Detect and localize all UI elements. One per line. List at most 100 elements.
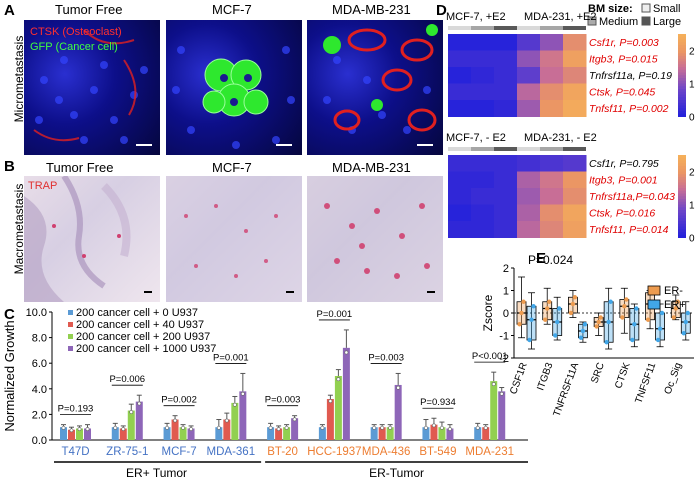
data-point: [655, 337, 661, 343]
colorbar-tick-label: 1: [689, 80, 695, 91]
legend-label: 200 cancer cell + 0 U937: [76, 307, 198, 319]
panel-b-letter: B: [4, 158, 15, 175]
legend-label: Small: [653, 3, 681, 15]
data-point: [173, 418, 177, 423]
colorbar-segment: [678, 91, 686, 95]
heatmap-cell: [494, 155, 518, 172]
data-point: [580, 328, 586, 334]
data-point: [372, 425, 377, 430]
colorbar-segment: [678, 226, 686, 230]
colorbar-segment: [678, 39, 686, 43]
data-point: [388, 425, 393, 430]
colorbar-segment: [678, 61, 686, 65]
panel-a-title-2: MCF-7: [212, 2, 252, 17]
p-value-label: P=0.002: [161, 395, 197, 406]
bar: [430, 424, 438, 440]
size-indicator: [540, 26, 563, 30]
box: [655, 312, 665, 341]
y-tick-label: 10.0: [26, 307, 47, 319]
colorbar-tick-label: 2: [689, 47, 695, 58]
colorbar-segment: [678, 221, 686, 225]
heatmap-cell: [494, 100, 518, 117]
heatmap-row-label: Tnfrsf11a,P=0.043: [589, 191, 675, 203]
y-axis-label: Normalized Growth: [2, 320, 17, 431]
colorbar-segment: [678, 215, 686, 219]
bar: [498, 391, 506, 440]
size-indicator: [563, 147, 586, 151]
colorbar-segment: [678, 69, 686, 73]
data-point: [440, 425, 444, 430]
heatmap-cell: [540, 188, 564, 205]
panel-a-title-3: MDA-MB-231: [332, 2, 411, 17]
histology-mda231-texture: [307, 176, 443, 302]
bar: [187, 428, 195, 440]
colorbar-segment: [678, 58, 686, 62]
heatmap-cell: [448, 155, 472, 172]
heatmap-cell: [471, 34, 495, 51]
category-label: BT-20: [267, 446, 298, 458]
bar: [127, 410, 135, 440]
data-point: [657, 326, 663, 331]
data-point: [630, 337, 635, 343]
heatmap-cell: [494, 188, 518, 205]
category-label: ZR-75-1: [106, 446, 148, 458]
colorbar-segment: [678, 163, 686, 167]
size-indicator: [517, 147, 540, 151]
size-indicator: [471, 147, 494, 151]
size-indicator: [563, 26, 586, 30]
legend-swatch: [647, 285, 661, 296]
heatmap-cell: [494, 204, 518, 222]
data-point: [432, 423, 436, 428]
heatmap-cell: [448, 204, 472, 222]
legend-swatch: [587, 16, 597, 26]
data-point: [165, 425, 169, 430]
heatmap-cell: [563, 204, 587, 222]
data-point: [594, 324, 599, 329]
heatmap-cell: [448, 83, 472, 101]
data-point: [572, 295, 578, 300]
heatmap-cell: [517, 50, 541, 68]
bar: [60, 427, 67, 440]
heatmap-cell: [517, 100, 541, 117]
micrograph-tumor-free-cells: [33, 29, 148, 144]
heatmap-cell: [448, 188, 472, 205]
colorbar-segment: [678, 174, 686, 178]
colorbar-segment: [678, 56, 686, 60]
data-point: [224, 418, 229, 423]
category-label: Oc_Sig: [663, 361, 685, 396]
y-tick-label: 4.0: [32, 384, 47, 396]
panel-b-title-1: Tumor Free: [46, 160, 114, 175]
heatmap-title-left: MCF-7, +E2: [446, 11, 506, 23]
colorbar-tick-label: 1: [689, 201, 695, 212]
panel-c-letter: C: [4, 306, 15, 323]
heatmap-cell: [471, 83, 495, 101]
data-point: [531, 304, 536, 309]
data-point: [448, 427, 452, 431]
legend-label: ER+: [664, 299, 686, 311]
colorbar-segment: [678, 234, 686, 238]
bar: [386, 427, 394, 440]
data-point: [545, 306, 550, 311]
y-tick-label: 6.0: [32, 358, 47, 370]
heatmap-title-right: MDA-231, - E2: [524, 132, 597, 144]
colorbar-segment: [678, 157, 686, 161]
bar: [76, 428, 83, 440]
bar: [291, 418, 299, 440]
colorbar-segment: [678, 64, 686, 68]
bar: [394, 384, 402, 440]
bar: [111, 427, 119, 440]
heatmap-cell: [563, 221, 587, 238]
heatmap-cell: [471, 204, 495, 222]
expression-heatmaps: BM size: Small Medium Large MCF-7, +E2 MDA-23…: [446, 3, 695, 245]
colorbar-segment: [678, 188, 686, 192]
data-point: [553, 333, 558, 338]
colorbar-segment: [678, 166, 686, 170]
colorbar-segment: [678, 86, 686, 90]
y-tick-label: 0: [503, 308, 509, 320]
heatmap-cell: [471, 221, 495, 238]
heatmap-cell: [471, 50, 495, 68]
p-value-label: P=0.001: [213, 352, 249, 363]
legend-swatch: [641, 16, 651, 26]
legend-label: Medium: [599, 16, 638, 28]
